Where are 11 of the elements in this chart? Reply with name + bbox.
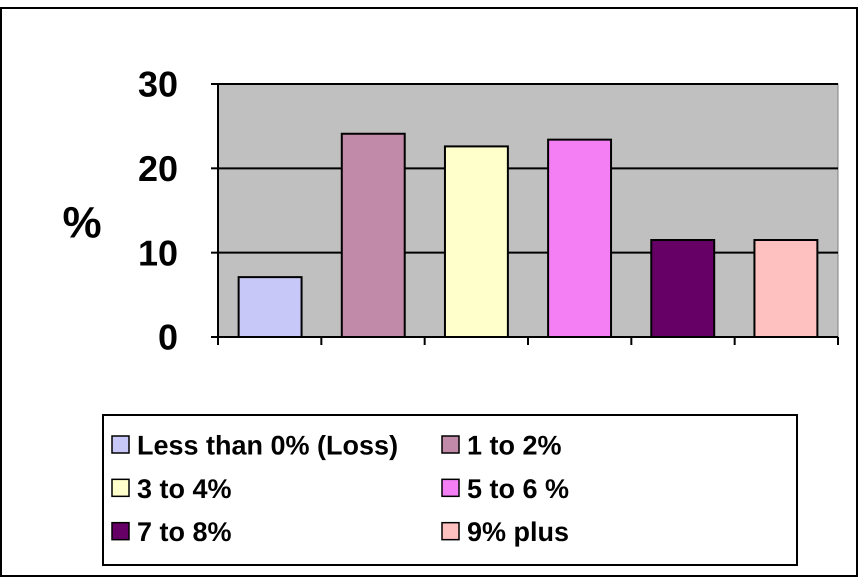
y-tick-label: 20 [138,148,178,189]
legend-label: Less than 0% (Loss) [137,430,398,460]
legend-label: 5 to 6 % [467,474,570,504]
legend-label: 1 to 2% [467,430,562,460]
y-axis-title: % [62,198,102,248]
y-tick-label: 30 [138,64,178,105]
legend-label: 7 to 8% [137,517,232,548]
legend-label: 3 to 4% [137,474,232,504]
y-tick-label: 10 [138,232,178,274]
y-tick-label: 0 [158,316,178,358]
legend-label: 9% plus [467,517,570,548]
